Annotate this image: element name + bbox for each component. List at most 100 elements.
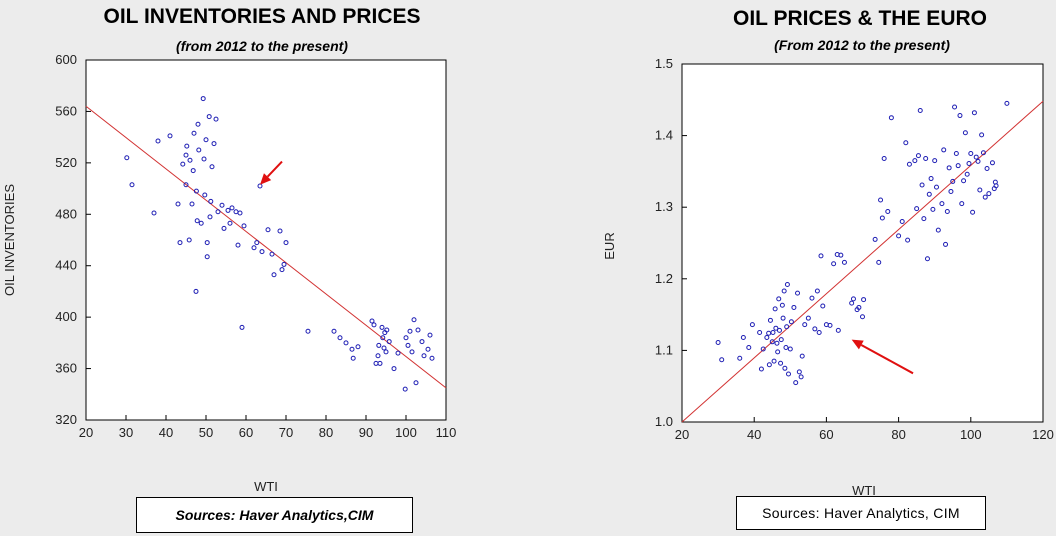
data-point: [876, 259, 882, 265]
data-point: [779, 302, 785, 308]
data-point: [941, 147, 947, 153]
data-point: [201, 156, 207, 162]
data-point: [778, 337, 784, 343]
data-point: [856, 304, 862, 310]
data-point: [241, 223, 247, 229]
data-point: [183, 152, 189, 158]
data-point: [944, 208, 950, 214]
chart-subtitle: (from 2012 to the present): [176, 38, 348, 54]
data-point: [411, 317, 417, 323]
data-point: [921, 216, 927, 222]
data-point: [979, 132, 985, 138]
y-tick-label: 600: [55, 52, 77, 67]
annotation-arrowhead: [260, 173, 272, 185]
data-point: [381, 345, 387, 351]
data-point: [175, 201, 181, 207]
data-point: [1004, 100, 1010, 106]
x-tick-label: 40: [747, 427, 761, 442]
x-tick-label: 50: [199, 425, 213, 440]
data-point: [980, 150, 986, 156]
y-axis: 320 360 400 440 480 520 560 600: [55, 52, 91, 427]
scatter-points: [715, 100, 1010, 386]
data-point: [879, 215, 885, 221]
data-point: [167, 133, 173, 139]
y-tick-label: 560: [55, 103, 77, 118]
x-tick-label: 120: [1032, 427, 1054, 442]
data-point: [737, 355, 743, 361]
x-tick-label: 20: [675, 427, 689, 442]
data-point: [740, 335, 746, 341]
x-tick-label: 100: [960, 427, 982, 442]
data-point: [926, 191, 932, 197]
data-point: [380, 335, 386, 341]
data-point: [196, 147, 202, 153]
data-point: [773, 325, 779, 331]
data-point: [914, 206, 920, 212]
data-point: [784, 324, 790, 330]
source-note: Sources: Haver Analytics, CIM: [736, 496, 986, 530]
data-point: [798, 374, 804, 380]
data-point: [799, 353, 805, 359]
data-point: [151, 210, 157, 216]
x-axis: 20 40 60 80 100 120: [675, 417, 1054, 442]
data-point: [239, 324, 245, 330]
data-point: [827, 322, 833, 328]
data-point: [277, 228, 283, 234]
y-tick-label: 320: [55, 412, 77, 427]
data-point: [350, 355, 356, 361]
data-point: [812, 326, 818, 332]
data-point: [899, 219, 905, 225]
data-point: [760, 346, 766, 352]
data-point: [805, 315, 811, 321]
data-point: [379, 324, 385, 330]
data-point: [269, 251, 275, 257]
data-point: [961, 178, 967, 184]
data-point: [934, 184, 940, 190]
data-point: [407, 328, 413, 334]
data-point: [793, 380, 799, 386]
y-tick-label: 1.0: [655, 414, 673, 429]
data-point: [187, 157, 193, 163]
source-note: Sources: Haver Analytics,CIM: [136, 497, 413, 533]
data-point: [776, 327, 782, 333]
y-tick-label: 1.2: [655, 271, 673, 286]
data-point: [215, 209, 221, 215]
chart-subtitle: (From 2012 to the present): [774, 37, 950, 53]
data-point: [776, 296, 782, 302]
data-point: [885, 208, 891, 214]
x-tick-label: 20: [79, 425, 93, 440]
data-point: [850, 296, 856, 302]
y-tick-label: 440: [55, 258, 77, 273]
data-point: [982, 194, 988, 200]
data-point: [924, 256, 930, 262]
data-point: [254, 240, 260, 246]
annotation-arrow: [860, 344, 914, 375]
data-point: [429, 355, 435, 361]
data-point: [948, 188, 954, 194]
data-point: [281, 261, 287, 267]
y-tick-label: 1.4: [655, 128, 673, 143]
y-tick-label: 480: [55, 206, 77, 221]
x-tick-label: 40: [159, 425, 173, 440]
data-point: [395, 350, 401, 356]
data-point: [337, 335, 343, 341]
annotation-arrow: [266, 160, 283, 178]
data-point: [984, 166, 990, 172]
data-point: [767, 317, 773, 323]
data-point: [349, 346, 355, 352]
data-point: [788, 319, 794, 325]
data-point: [950, 178, 956, 184]
data-point: [878, 197, 884, 203]
data-point: [932, 158, 938, 164]
data-point: [966, 161, 972, 167]
plot-area: [85, 59, 447, 421]
data-point: [971, 110, 977, 116]
data-point: [764, 335, 770, 341]
data-point: [184, 143, 190, 149]
x-axis: 20 30 40 50 60 70 80 90 100 110: [79, 415, 456, 440]
data-point: [968, 151, 974, 156]
data-point: [235, 242, 241, 248]
x-tick-label: 100: [395, 425, 417, 440]
data-point: [769, 339, 775, 345]
data-point: [719, 357, 725, 363]
